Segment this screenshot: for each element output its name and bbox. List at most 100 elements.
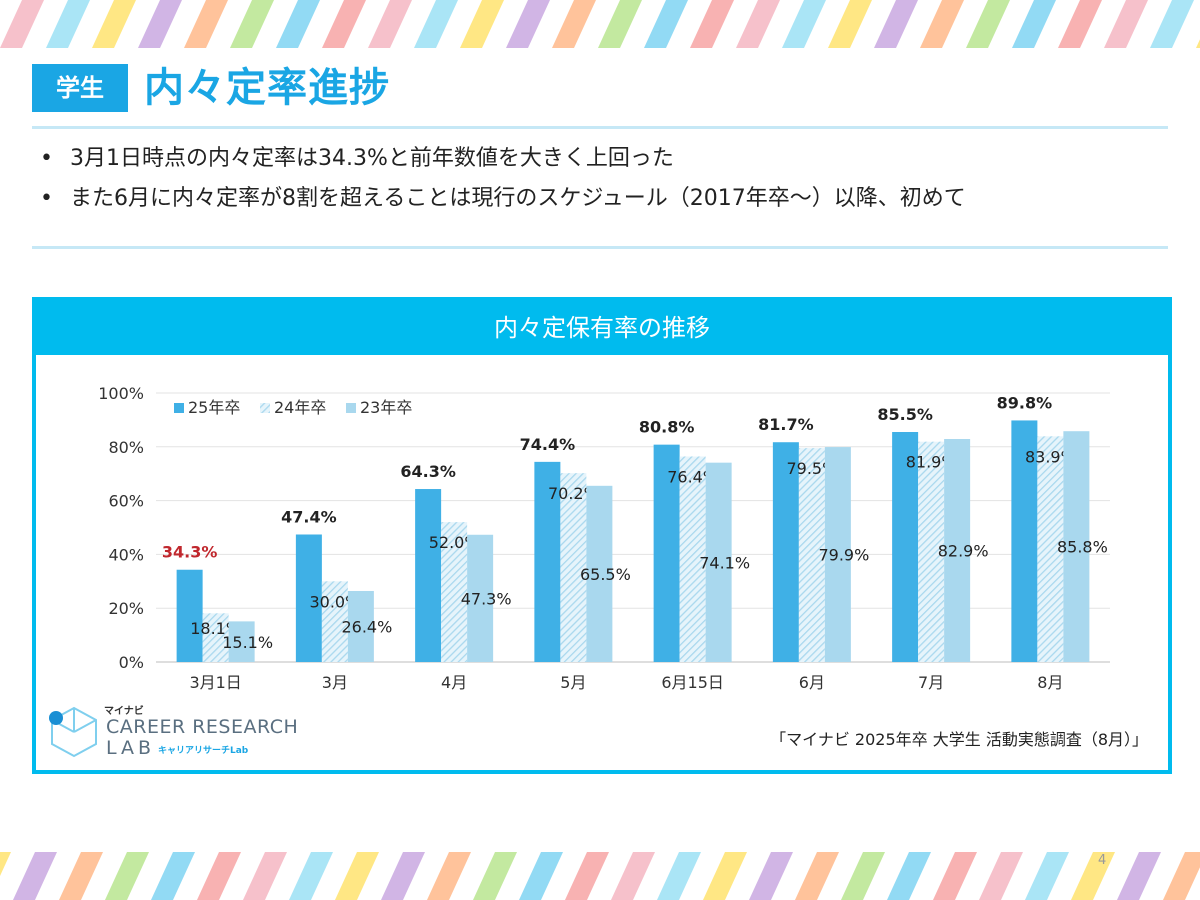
- stripe: [519, 852, 563, 900]
- bar-chart: 0% 20% 40% 60% 80% 100% 34.3% 18.1%15.1% 3月1日 47.…: [98, 384, 1110, 692]
- data-label: 74.1%: [699, 553, 750, 572]
- stripe: [506, 0, 550, 48]
- bar-24年卒: [679, 456, 706, 662]
- stripe: [105, 852, 149, 900]
- stripe: [552, 0, 596, 48]
- data-label: 65.5%: [580, 565, 631, 584]
- data-label: 76.4%: [667, 467, 718, 486]
- bar-24年卒: [441, 522, 468, 662]
- y-tick-label: 60%: [108, 492, 144, 511]
- bar-24年卒: [202, 613, 229, 662]
- summary-bullets: 3月1日時点の内々定率は34.3%と前年数値を大きく上回った また6月に内々定率…: [36, 146, 1166, 226]
- bar-23年卒: [944, 438, 971, 662]
- y-tick-label: 80%: [108, 438, 144, 457]
- stripe: [59, 852, 103, 900]
- bar-23年卒: [467, 534, 494, 662]
- stripe: [920, 0, 964, 48]
- stripe: [841, 852, 885, 900]
- data-label: 82.9%: [938, 541, 989, 560]
- chart-panel-title: 内々定保有率の推移: [36, 301, 1168, 355]
- stripe: [13, 852, 57, 900]
- stripe: [1012, 0, 1056, 48]
- stripe: [1117, 852, 1161, 900]
- top-stripe-decoration: [0, 0, 1200, 48]
- data-label: 81.9%: [906, 453, 957, 472]
- page-number: 4: [1098, 853, 1107, 868]
- bar-24年卒: [560, 473, 587, 662]
- stripe: [184, 0, 228, 48]
- data-label: 64.3%: [400, 462, 456, 481]
- page-title: 内々定率進捗: [144, 65, 390, 111]
- data-label: 18.1%: [190, 619, 241, 638]
- stripe: [966, 0, 1010, 48]
- stripe: [414, 0, 458, 48]
- logo-kana: キャリアリサーチLab: [158, 746, 249, 756]
- bottom-stripe-decoration: [0, 852, 1200, 900]
- data-label: 81.7%: [758, 415, 814, 434]
- stripe: [749, 852, 793, 900]
- stripe: [1163, 852, 1200, 900]
- data-label: 26.4%: [341, 617, 392, 636]
- data-label: 15.1%: [222, 633, 273, 652]
- logo-lab: LAB: [106, 737, 156, 759]
- stripe: [322, 0, 366, 48]
- stripe: [151, 852, 195, 900]
- stripe: [1150, 0, 1194, 48]
- bar-25年卒: [295, 534, 322, 662]
- stripe: [1104, 0, 1148, 48]
- stripe: [690, 0, 734, 48]
- y-tick-label: 20%: [108, 599, 144, 618]
- bar-25年卒: [892, 432, 919, 662]
- stripe: [795, 852, 839, 900]
- bar-25年卒: [415, 489, 442, 662]
- bar-23年卒: [705, 462, 732, 662]
- chart-panel: 内々定保有率の推移 0% 20% 40% 60% 80% 100% 34.3% 18.1% 15…: [32, 297, 1172, 774]
- bar-23年卒: [228, 621, 255, 662]
- stripe: [230, 0, 274, 48]
- stripe: [782, 0, 826, 48]
- x-tick-label: 6月: [799, 673, 825, 692]
- data-label: 79.9%: [818, 546, 869, 565]
- bullet-item: また6月に内々定率が8割を超えることは現行のスケジュール（2017年卒～）以降、…: [36, 186, 1166, 226]
- stripe: [0, 0, 44, 48]
- data-label: 52.0%: [429, 533, 480, 552]
- stripe: [243, 852, 287, 900]
- logo-cube-icon: [49, 706, 97, 758]
- stripe: [368, 0, 412, 48]
- legend-label: 25年卒: [188, 398, 240, 417]
- stripe: [0, 852, 11, 876]
- stripe: [887, 852, 931, 900]
- data-label: 85.5%: [877, 405, 933, 424]
- stripe: [644, 0, 688, 48]
- bar-24年卒: [1037, 436, 1064, 662]
- bar-25年卒: [653, 444, 680, 662]
- source-citation: 「マイナビ 2025年卒 大学生 活動実態調査（8月）」: [770, 730, 1148, 749]
- data-label: 47.3%: [461, 589, 512, 608]
- data-label: 34.3%: [162, 543, 218, 562]
- legend-label: 24年卒: [274, 398, 326, 417]
- stripe: [92, 0, 136, 48]
- stripe: [1071, 852, 1115, 900]
- stripe: [565, 852, 609, 900]
- bar-23年卒: [824, 447, 851, 662]
- bullets-divider: [32, 246, 1168, 249]
- legend-swatch: [260, 403, 270, 413]
- data-label: 47.4%: [281, 507, 337, 526]
- data-label: 83.9%: [1025, 447, 1076, 466]
- stripe: [460, 0, 504, 48]
- data-label: 89.8%: [997, 393, 1053, 412]
- x-tick-label: 5月: [560, 673, 586, 692]
- stripe: [828, 0, 872, 48]
- bar-23年卒: [586, 485, 613, 662]
- stripe: [381, 852, 425, 900]
- stripe: [1196, 39, 1200, 48]
- stripe: [1058, 0, 1102, 48]
- stripe: [703, 852, 747, 900]
- stripe: [46, 0, 90, 48]
- bar-23年卒: [1063, 431, 1090, 662]
- bar-24年卒: [798, 448, 825, 662]
- stripe: [197, 852, 241, 900]
- data-label: 74.4%: [520, 435, 576, 454]
- bar-25年卒: [1011, 420, 1038, 662]
- stripe: [289, 852, 333, 900]
